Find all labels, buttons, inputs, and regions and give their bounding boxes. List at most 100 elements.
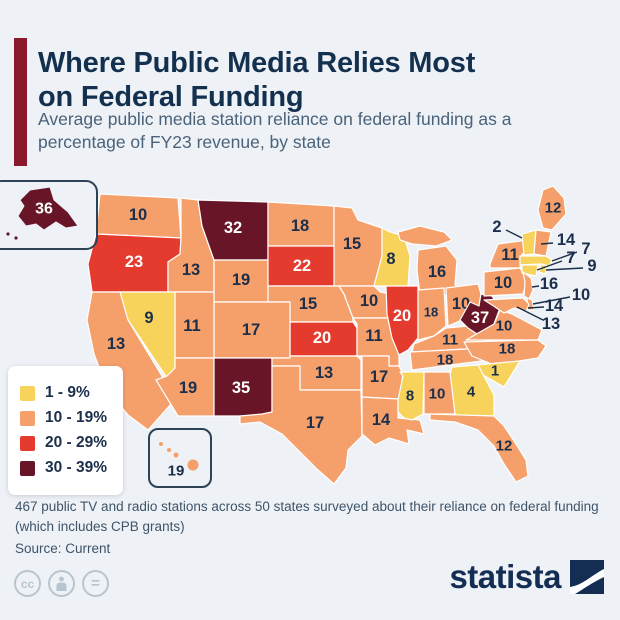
alaska-shape: 36 (6, 186, 79, 240)
legend-swatch-3 (20, 460, 35, 476)
legend-item-0: 1 - 9% (20, 384, 107, 402)
state-value-ks: 20 (313, 329, 331, 347)
alaska-inset: 36 (0, 180, 98, 250)
legend-label-2: 20 - 29% (45, 434, 108, 451)
state-value-tn: 18 (437, 352, 454, 369)
statista-branding[interactable]: statista (449, 558, 604, 596)
state-value-ar: 17 (370, 368, 388, 386)
state-shape-tx (239, 365, 363, 485)
page-subtitle: Average public media station reliance on… (38, 109, 512, 152)
state-value-az: 19 (179, 379, 197, 397)
alaska-value: 36 (35, 201, 53, 218)
hawaii-shape: 19 (159, 442, 199, 480)
person-glyph (56, 576, 67, 591)
state-value-wa: 10 (129, 206, 147, 224)
callout-value-md: 14 (545, 297, 564, 315)
state-shape-miup (397, 225, 453, 247)
state-value-il: 20 (393, 307, 411, 325)
legend-label-3: 30 - 39% (45, 459, 108, 476)
legend: 1 - 9% 10 - 19% 20 - 29% 30 - 39% (8, 366, 124, 495)
callout-line-nj (531, 285, 540, 288)
state-shape-ms (397, 371, 425, 421)
state-shape-ct (521, 264, 539, 277)
state-value-sd: 22 (293, 257, 311, 275)
state-shape-nj (522, 271, 534, 300)
state-value-la: 14 (372, 411, 391, 429)
state-value-tx: 17 (306, 414, 324, 432)
state-value-me: 12 (545, 200, 562, 217)
hawaii-value: 19 (168, 463, 185, 480)
state-value-ca: 13 (107, 335, 125, 353)
state-value-wy: 19 (232, 271, 250, 289)
legend-label-0: 1 - 9% (45, 384, 90, 401)
state-value-ga: 4 (467, 384, 476, 401)
legend-label-1: 10 - 19% (45, 409, 108, 426)
callout-value-ri: 9 (587, 257, 596, 275)
state-value-va: 10 (496, 318, 513, 335)
state-shape-md (483, 297, 530, 314)
legend-swatch-1 (20, 410, 35, 426)
license-icons: cc = (14, 570, 109, 597)
state-shape-me (537, 185, 567, 231)
callout-line-ma (551, 251, 578, 262)
state-value-wi: 8 (386, 250, 395, 268)
callout-line-ct (536, 260, 563, 271)
legend-swatch-2 (20, 435, 35, 451)
callout-value-nj: 16 (540, 275, 558, 293)
legend-item-2: 20 - 29% (20, 434, 107, 452)
callout-line-md (527, 306, 545, 309)
state-shape-in (417, 287, 447, 341)
state-value-nv: 9 (144, 309, 153, 327)
state-value-in: 18 (424, 305, 438, 320)
state-value-nm: 35 (232, 379, 250, 397)
state-value-sc: 1 (491, 363, 499, 380)
callout-value-vt: 2 (492, 218, 501, 236)
hawaii-inset: 19 (148, 428, 212, 488)
legend-swatch-0 (20, 385, 35, 401)
state-value-mi: 16 (428, 263, 446, 281)
state-value-id: 13 (182, 261, 200, 279)
accent-bar (14, 38, 27, 166)
footnote: 467 public TV and radio stations across … (15, 499, 599, 534)
state-value-ny: 11 (501, 246, 518, 264)
state-value-nd: 18 (291, 217, 309, 235)
us-choropleth-map: 10 23 13 32 19 18 22 15 20 17 11 9 13 19 35 13 17 15 10 11 1… (0, 168, 620, 508)
state-value-fl: 12 (496, 438, 513, 455)
statista-wordmark[interactable]: statista (449, 558, 561, 595)
source-line: Source: Current (15, 541, 111, 556)
state-shape-wi (373, 227, 411, 287)
state-value-ky: 11 (442, 332, 458, 349)
callout-line-vt (505, 229, 523, 239)
callout-value-ct: 7 (566, 249, 575, 267)
state-value-al: 10 (429, 386, 446, 403)
statista-logo-icon (570, 560, 604, 594)
state-value-mt: 32 (224, 219, 242, 237)
attribution-icon[interactable] (48, 570, 75, 597)
equals-icon[interactable]: = (82, 570, 109, 597)
callout-value-nh: 14 (557, 231, 576, 249)
callout-line-dc (516, 306, 544, 321)
callout-value-dc: 13 (542, 315, 560, 333)
callout-line-nh (540, 242, 554, 245)
state-value-ms: 8 (406, 388, 414, 405)
state-shape-va (465, 309, 543, 341)
state-value-wv: 37 (471, 309, 489, 327)
state-value-ut: 11 (183, 317, 200, 335)
callout-line-de (532, 296, 571, 305)
legend-item-1: 10 - 19% (20, 409, 107, 427)
state-value-oh: 10 (452, 295, 470, 313)
callout-value-ma: 7 (581, 240, 590, 258)
state-value-mo: 11 (365, 327, 382, 345)
state-value-co: 17 (242, 321, 260, 339)
state-value-or: 23 (125, 253, 143, 271)
legend-item-3: 30 - 39% (20, 459, 107, 477)
cc-icon[interactable]: cc (14, 570, 41, 597)
state-shape-nc (463, 339, 547, 366)
state-value-pa: 10 (494, 274, 512, 292)
state-shape-al (423, 371, 456, 415)
state-value-ne: 15 (299, 295, 317, 313)
callout-line-ri (545, 267, 584, 271)
state-value-ok: 13 (315, 364, 333, 382)
